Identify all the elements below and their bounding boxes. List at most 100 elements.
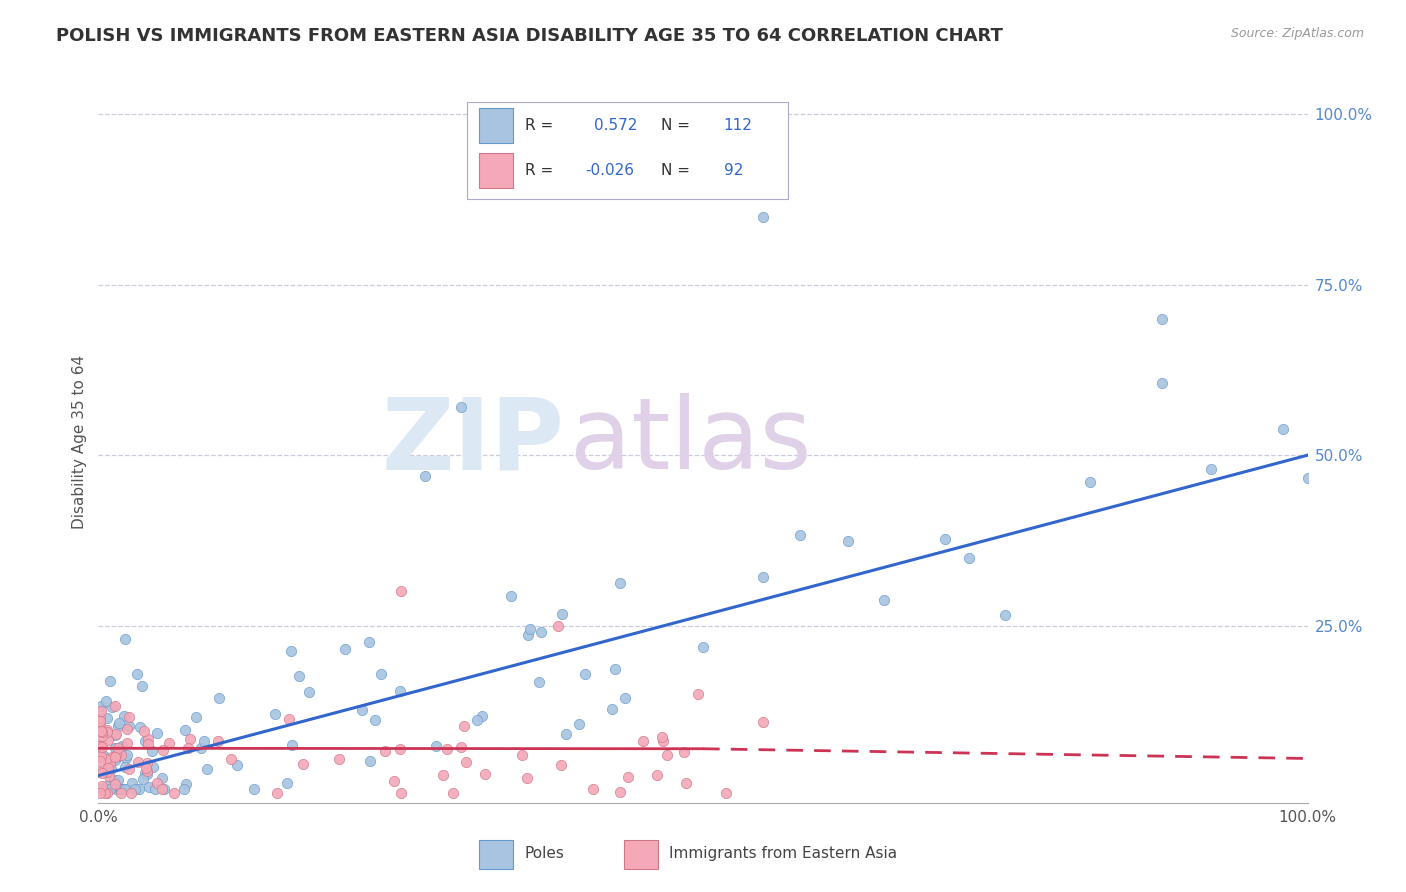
Point xyxy=(128,720,150,734)
Point xyxy=(150,771,173,785)
Point xyxy=(184,709,207,723)
Point xyxy=(568,717,591,731)
Point xyxy=(280,643,302,657)
Point xyxy=(131,679,153,693)
Point xyxy=(107,772,129,787)
Point xyxy=(90,782,112,797)
Point xyxy=(135,761,157,775)
Point xyxy=(582,782,605,797)
Point xyxy=(551,607,574,621)
Point xyxy=(110,745,132,759)
Point xyxy=(114,632,136,646)
Point xyxy=(1296,470,1319,484)
Point xyxy=(752,714,775,729)
Point xyxy=(219,752,242,766)
Point xyxy=(266,786,288,800)
Point xyxy=(631,734,654,748)
Point xyxy=(97,761,120,775)
Point xyxy=(136,766,159,780)
Point xyxy=(110,782,132,797)
Point xyxy=(298,685,321,699)
Point xyxy=(335,641,357,656)
Point xyxy=(173,782,195,797)
Point xyxy=(111,739,134,754)
Point xyxy=(789,528,811,542)
Point xyxy=(110,786,132,800)
Point xyxy=(96,723,118,737)
Point xyxy=(516,772,538,786)
Point xyxy=(98,756,121,770)
Point xyxy=(453,718,475,732)
Point xyxy=(957,551,980,566)
Text: 0.572: 0.572 xyxy=(595,119,637,133)
Point xyxy=(547,618,569,632)
Point xyxy=(374,744,396,758)
Point xyxy=(207,733,229,747)
Point xyxy=(103,699,125,714)
Point xyxy=(91,780,114,794)
Point xyxy=(177,741,200,756)
Point xyxy=(470,708,492,723)
FancyBboxPatch shape xyxy=(467,102,787,200)
Point xyxy=(107,741,129,756)
Point xyxy=(692,640,714,655)
Point xyxy=(96,763,118,777)
Point xyxy=(115,751,138,765)
Point xyxy=(1152,376,1174,391)
Point xyxy=(280,738,302,752)
Point xyxy=(162,786,184,800)
Point xyxy=(225,758,247,772)
Point xyxy=(104,782,127,797)
Point xyxy=(90,725,112,739)
Point xyxy=(413,468,436,483)
Point xyxy=(101,700,124,714)
Point xyxy=(432,768,454,782)
Point xyxy=(550,757,572,772)
Point xyxy=(450,401,472,415)
Text: R =: R = xyxy=(526,163,558,178)
Point xyxy=(89,786,111,800)
Point xyxy=(530,624,553,639)
Point xyxy=(89,714,111,729)
Point xyxy=(96,786,118,800)
Point xyxy=(112,708,135,723)
Point xyxy=(873,593,896,607)
Point xyxy=(132,772,155,786)
Point xyxy=(100,762,122,776)
Point xyxy=(157,736,180,750)
Point xyxy=(104,753,127,767)
Point xyxy=(115,722,138,736)
Bar xyxy=(479,840,513,870)
Point xyxy=(138,780,160,794)
Point xyxy=(105,727,128,741)
Point xyxy=(190,741,212,756)
Point xyxy=(98,674,121,689)
Point xyxy=(603,662,626,676)
Point xyxy=(264,706,287,721)
Point xyxy=(104,740,127,755)
Point xyxy=(651,730,673,744)
Point xyxy=(107,715,129,730)
Point xyxy=(195,762,218,776)
Point xyxy=(363,714,385,728)
Point xyxy=(108,782,131,797)
Point xyxy=(90,782,112,797)
Point xyxy=(652,733,675,747)
Point xyxy=(1199,462,1222,476)
Point xyxy=(277,712,299,726)
Point xyxy=(142,759,165,773)
Point xyxy=(450,739,472,754)
Text: POLISH VS IMMIGRANTS FROM EASTERN ASIA DISABILITY AGE 35 TO 64 CORRELATION CHART: POLISH VS IMMIGRANTS FROM EASTERN ASIA D… xyxy=(56,27,1002,45)
Point xyxy=(124,782,146,797)
Point xyxy=(1152,311,1174,326)
Point xyxy=(616,770,638,784)
Point xyxy=(501,589,523,603)
Point xyxy=(90,782,112,797)
Point xyxy=(90,704,112,718)
Point xyxy=(145,775,167,789)
Point xyxy=(121,776,143,790)
Point xyxy=(96,779,118,793)
Point xyxy=(98,782,121,797)
Point xyxy=(93,749,115,764)
Point xyxy=(153,782,176,797)
